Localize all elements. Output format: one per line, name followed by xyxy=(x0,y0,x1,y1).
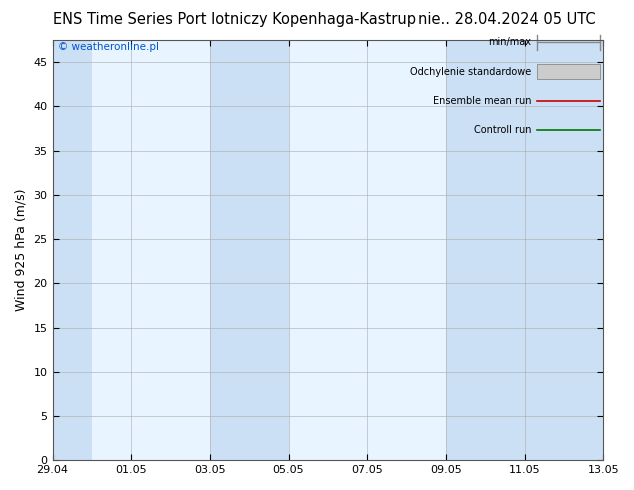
Text: Ensemble mean run: Ensemble mean run xyxy=(433,96,531,106)
Bar xyxy=(53,40,92,460)
Bar xyxy=(210,40,288,460)
Text: nie.. 28.04.2024 05 UTC: nie.. 28.04.2024 05 UTC xyxy=(418,12,596,27)
Text: Controll run: Controll run xyxy=(474,125,531,135)
Bar xyxy=(446,40,603,460)
Text: min/max: min/max xyxy=(489,37,531,47)
Text: © weatheronline.pl: © weatheronline.pl xyxy=(58,42,159,52)
Text: Odchylenie standardowe: Odchylenie standardowe xyxy=(410,67,531,76)
Y-axis label: Wind 925 hPa (m/s): Wind 925 hPa (m/s) xyxy=(15,189,28,312)
Bar xyxy=(537,64,600,79)
Text: ENS Time Series Port lotniczy Kopenhaga-Kastrup: ENS Time Series Port lotniczy Kopenhaga-… xyxy=(53,12,416,27)
